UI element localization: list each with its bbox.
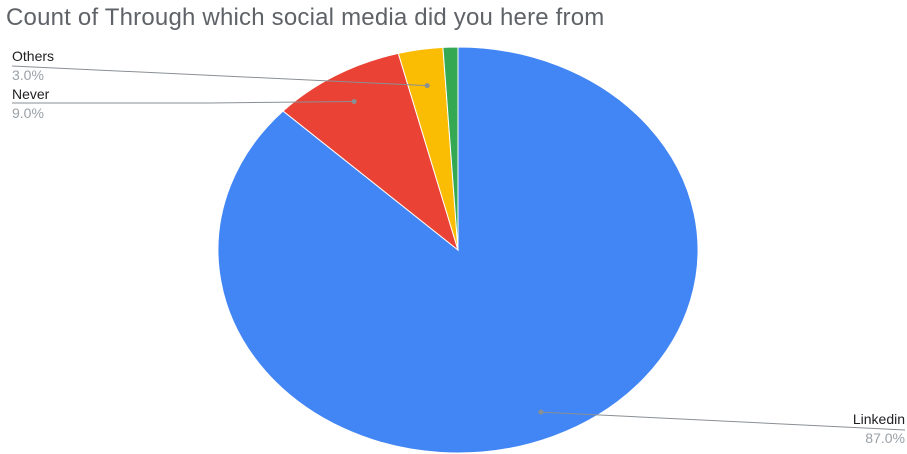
slice-label-percent: 3.0% <box>12 67 44 83</box>
leader-line <box>11 65 428 87</box>
slice-label-percent: 87.0% <box>865 430 905 446</box>
leader-line <box>540 411 906 431</box>
pie-slices <box>217 46 699 454</box>
pie-slice-never <box>282 52 459 252</box>
slice-label-percent: 9.0% <box>12 105 44 121</box>
pie-slice-linkedin <box>217 46 699 454</box>
slice-label-name: Others <box>12 48 54 64</box>
slice-labels: Linkedin 87.0% Never 9.0% Others 3.0% <box>11 48 906 446</box>
slice-label-name: Never <box>12 86 50 102</box>
leader-line <box>12 100 355 104</box>
pie-slice-unlabeled <box>442 46 459 251</box>
slice-label-name: Linkedin <box>853 411 905 427</box>
chart-title: Count of Through which social media did … <box>6 4 605 31</box>
